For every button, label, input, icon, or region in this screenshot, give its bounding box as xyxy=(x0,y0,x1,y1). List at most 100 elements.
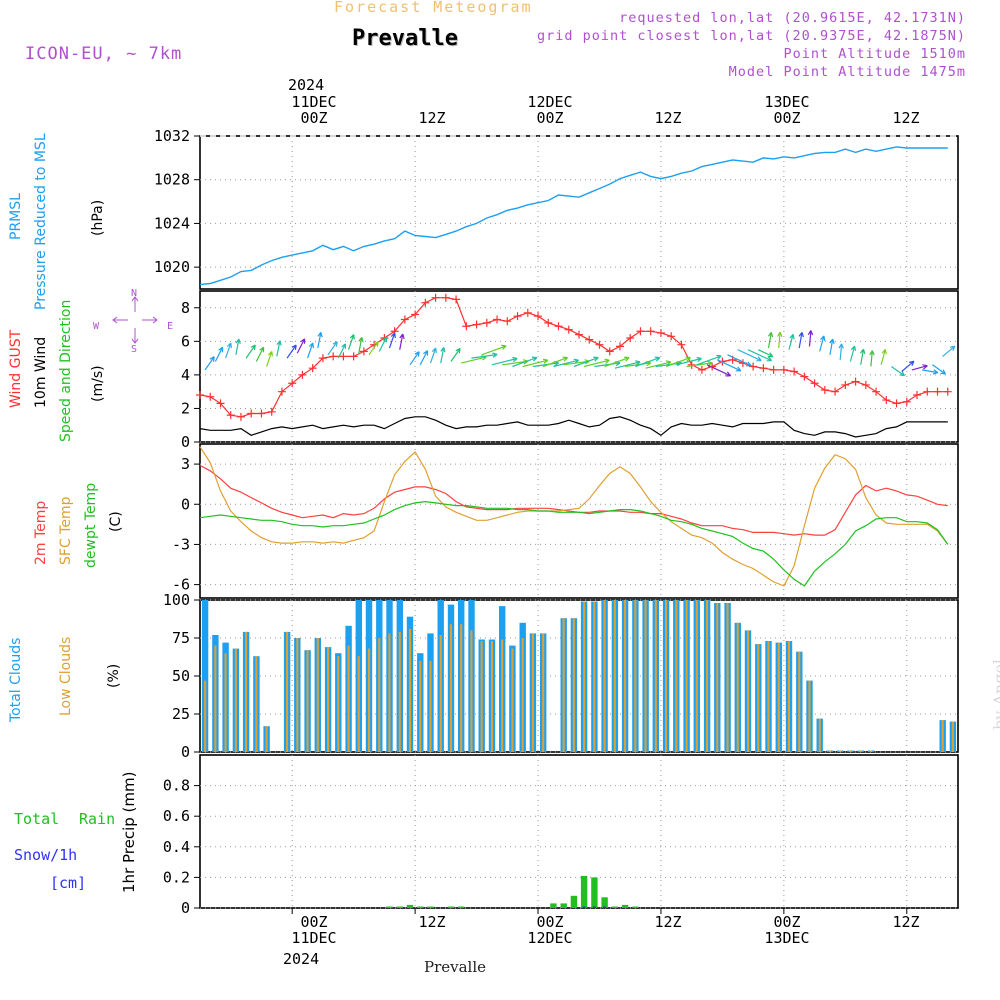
precip-total-label: Total xyxy=(14,810,60,828)
gust-marker xyxy=(769,365,778,374)
gust-marker xyxy=(329,352,338,361)
wind-arrow xyxy=(665,356,691,368)
gust-marker xyxy=(820,385,829,394)
wind-arrow xyxy=(337,343,347,359)
wind-arrow xyxy=(276,340,282,357)
low-cloud-bar xyxy=(665,600,668,752)
bottom-year-label: 2024 xyxy=(283,950,320,968)
low-cloud-bar xyxy=(603,600,606,752)
gust-marker xyxy=(790,367,799,376)
precip-snow-unit: [cm] xyxy=(50,874,87,892)
low-cloud-bar xyxy=(480,641,483,752)
low-cloud-bar xyxy=(757,644,760,752)
rain-bar xyxy=(458,906,465,908)
gust-marker xyxy=(902,397,911,406)
precip-rain-label: Rain xyxy=(79,810,116,828)
low-cloud-bar xyxy=(859,750,862,752)
rain-bar xyxy=(427,906,434,908)
gust-marker xyxy=(308,364,317,373)
gust-marker xyxy=(933,387,942,396)
bottom-time-label: 12Z xyxy=(654,913,682,931)
top-year-label: 2024 xyxy=(288,76,325,94)
gust-marker xyxy=(554,322,563,331)
grid-point-coords: grid point closest lon,lat (20.9375E, 42… xyxy=(536,28,966,44)
low-cloud-bar xyxy=(501,639,504,752)
y-tick-label: 50 xyxy=(172,667,190,685)
low-cloud-bar xyxy=(624,600,627,752)
bottom-time-label: 00Z 12DEC xyxy=(527,913,573,947)
wind-arrow xyxy=(819,335,826,352)
gust-marker xyxy=(585,335,594,344)
gust-marker xyxy=(298,370,307,379)
gust-marker xyxy=(943,387,952,396)
rain-bar xyxy=(611,906,619,908)
low-cloud-bar xyxy=(521,638,524,752)
wind-arrow xyxy=(869,350,875,367)
gust-marker xyxy=(400,315,409,324)
low-cloud-bar xyxy=(706,600,709,752)
low-cloud-bar xyxy=(419,660,422,752)
low-cloud-bar xyxy=(951,721,954,752)
low-cloud-bar xyxy=(368,648,371,752)
wind-arrow xyxy=(358,337,364,354)
gust-marker xyxy=(206,392,215,401)
low-cloud-bar xyxy=(593,601,596,752)
wind-arrow xyxy=(583,358,610,368)
compass-n: N xyxy=(131,288,138,299)
low-cloud-bar xyxy=(429,660,432,752)
location-title: Prevalle xyxy=(352,26,458,51)
wind-arrow xyxy=(399,333,405,350)
gust-marker xyxy=(452,295,461,304)
rain-bar xyxy=(396,906,403,908)
low-cloud-bar xyxy=(286,631,289,752)
gust-marker xyxy=(636,327,645,336)
top-time-label: 12Z xyxy=(418,109,446,127)
footer-location: Prevalle xyxy=(424,958,487,976)
gust-marker xyxy=(615,342,624,351)
gust-marker xyxy=(359,347,368,356)
top-caption: Forecast Meteogram xyxy=(334,0,533,16)
y-tick-label: 4 xyxy=(181,366,190,384)
gust-marker xyxy=(277,387,286,396)
gust-marker xyxy=(216,399,225,408)
wind-arrow xyxy=(860,348,866,365)
gust-marker xyxy=(800,372,809,381)
gust-marker xyxy=(196,391,204,400)
rain-bar xyxy=(417,906,424,908)
low-cloud-bar xyxy=(685,600,688,752)
wind-arrow xyxy=(635,356,661,368)
low-cloud-bar xyxy=(337,656,340,752)
total-cloud-bar xyxy=(201,600,209,752)
y-tick-label: 1020 xyxy=(154,258,190,276)
low-cloud-bar xyxy=(726,603,729,752)
low-cloud-bar xyxy=(941,720,944,752)
rain-bar xyxy=(406,904,414,908)
low-cloud-bar xyxy=(306,650,309,752)
y-tick-label: 0.6 xyxy=(163,807,190,825)
snow-bar xyxy=(603,906,607,908)
low-cloud-bar xyxy=(613,600,616,752)
dewpt-line xyxy=(199,500,949,587)
wind-arrow xyxy=(911,364,928,371)
wind-arrow xyxy=(706,364,732,377)
low-cloud-bar xyxy=(234,648,237,752)
wind-arrow xyxy=(798,331,804,349)
rain-bar xyxy=(447,906,455,908)
wind-arrow xyxy=(245,344,256,359)
y-tick-label: 75 xyxy=(172,629,190,647)
low-cloud-bar xyxy=(265,726,268,752)
low-cloud-bar xyxy=(747,630,750,752)
compass-e: E xyxy=(167,321,174,332)
gust-marker xyxy=(503,317,512,326)
wind-arrow xyxy=(450,347,461,362)
y-tick-label: 100 xyxy=(163,591,190,609)
gust-marker xyxy=(421,298,430,307)
bottom-time-label: 00Z 13DEC xyxy=(764,913,810,947)
compass-rose-icon xyxy=(112,296,158,344)
low-cloud-bar xyxy=(716,603,719,752)
precip-snow-label: Snow/1h xyxy=(14,846,78,864)
gust-marker xyxy=(267,407,276,416)
rain-bar xyxy=(386,906,393,908)
low-cloud-bar xyxy=(572,618,575,752)
